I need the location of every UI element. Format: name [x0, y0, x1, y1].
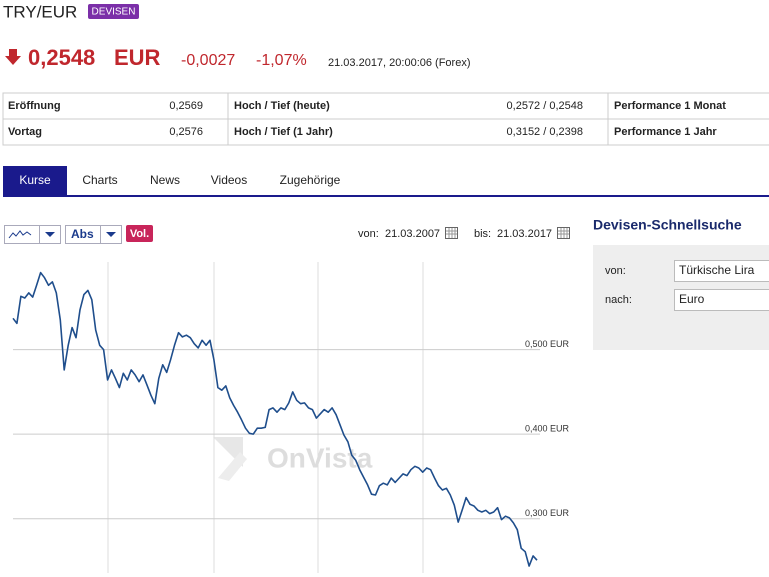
search-title: Devisen-Schnellsuche [593, 217, 742, 233]
price: 0,2548 [28, 45, 95, 70]
y-tick-label: 0,400 EUR [525, 424, 570, 434]
chart-type-button[interactable] [4, 225, 61, 244]
tab[interactable]: Videos [211, 173, 247, 187]
tab[interactable]: Kurse [19, 173, 51, 187]
abs-button[interactable] [65, 225, 122, 244]
change: -0,0027 [181, 52, 235, 69]
active-tab-bg [3, 166, 67, 196]
info-table [2, 92, 769, 146]
abs-label: Abs [71, 227, 94, 241]
from-date: 21.03.2007 [385, 228, 440, 240]
search-to-label: nach: [605, 294, 632, 306]
table-cell: 0,2569 [169, 100, 203, 112]
table-cell: 0,3152 / 0,2398 [507, 126, 583, 138]
down-arrow [5, 49, 21, 65]
table-cell: Hoch / Tief (1 Jahr) [234, 126, 333, 138]
vol-label: Vol. [130, 228, 149, 240]
table-cells: Eröffnung 0,2569 Hoch / Tief (heute) 0,2572… [8, 100, 726, 138]
to-label: bis: [474, 228, 491, 240]
change-pct: -1,07% [256, 52, 307, 69]
from-select[interactable] [674, 260, 769, 282]
table-cell: Hoch / Tief (heute) [234, 100, 330, 112]
tabs: Kurse Charts News Videos Zugehörige [19, 173, 340, 187]
logo-shape [213, 437, 243, 467]
from-select-value: Türkische Lira [679, 263, 755, 277]
timestamp: 21.03.2017, 20:00:06 (Forex) [328, 57, 470, 69]
tab[interactable]: Charts [82, 173, 117, 187]
table-cell: 0,2572 / 0,2548 [507, 100, 583, 112]
badge-bg [88, 4, 139, 19]
watermark: OnVista [267, 442, 373, 473]
badge: DEVISEN [92, 7, 136, 18]
chart-controls: Abs Vol. von: 21.03.2007 bis: 21.03.2017 [4, 225, 570, 244]
title: TRY/EUR [3, 2, 77, 21]
dropdown-icon [45, 232, 55, 237]
table-cell: Performance 1 Jahr [614, 126, 717, 138]
to-select[interactable] [674, 289, 769, 311]
table-cell: Vortag [8, 126, 42, 138]
dropdown-icon [106, 232, 116, 237]
currency: EUR [114, 45, 161, 70]
price-line [12, 271, 538, 567]
table-cell: Performance 1 Monat [614, 100, 726, 112]
calendar-grid [558, 228, 569, 238]
to-select-value: Euro [679, 292, 705, 306]
calendar-grid [446, 228, 457, 238]
y-tick-label: 0,300 EUR [525, 508, 570, 518]
table-cell: 0,2576 [169, 126, 203, 138]
vol-button[interactable] [126, 225, 153, 242]
logo-shape [218, 452, 247, 481]
y-tick-label: 0,500 EUR [525, 339, 570, 349]
search-from-label: von: [605, 265, 626, 277]
to-date: 21.03.2017 [497, 228, 552, 240]
line-icon [8, 230, 32, 239]
tab[interactable]: News [150, 173, 180, 187]
from-label: von: [358, 228, 379, 240]
watermark-logo [213, 437, 247, 481]
tab[interactable]: Zugehörige [280, 173, 341, 187]
chart: OnVista 0,500 EUR 0,400 EUR 0,300 EUR [12, 262, 570, 573]
table-cell: Eröffnung [8, 100, 61, 112]
